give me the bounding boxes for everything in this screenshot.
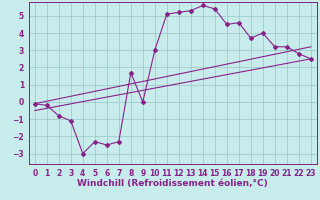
X-axis label: Windchill (Refroidissement éolien,°C): Windchill (Refroidissement éolien,°C): [77, 179, 268, 188]
